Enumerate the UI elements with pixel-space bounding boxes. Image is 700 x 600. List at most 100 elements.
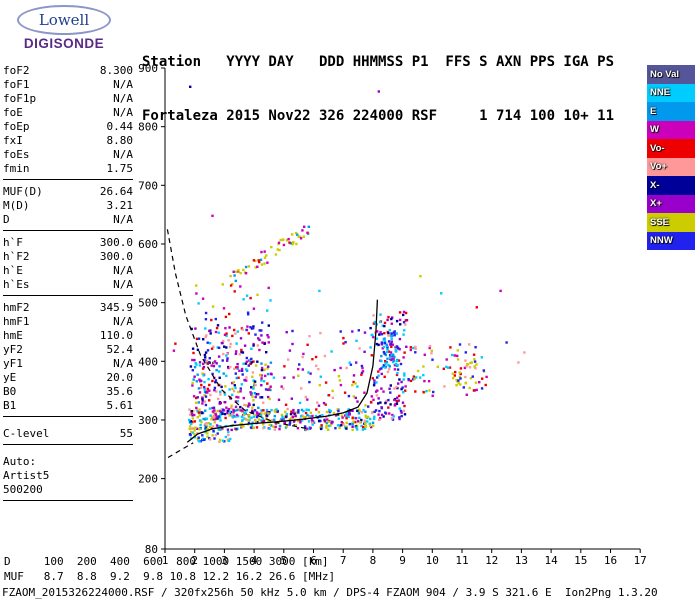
- param-label: foEp: [3, 120, 30, 133]
- param-label: fmin: [3, 162, 30, 175]
- param-label: B0: [3, 385, 17, 398]
- logo-brand-text: Lowell: [38, 11, 90, 29]
- param-row-mufd: MUF(D) 26.64: [3, 185, 133, 199]
- legend-item-label: NNW: [650, 235, 673, 247]
- param-value: 52.4: [106, 343, 134, 356]
- header-station-values: Fortaleza 2015 Nov22 326 224000 RSF 1 71…: [142, 108, 615, 124]
- echo-points: [172, 85, 526, 443]
- measurement-header: Station YYYY DAY DDD HHMMSS P1 FFS S AXN…: [142, 17, 614, 161]
- param-label: foF2: [3, 64, 30, 77]
- param-row-hf2: h`F2 300.0: [3, 250, 133, 264]
- x-tick-label: 14: [544, 554, 558, 567]
- param-label: hmF2: [3, 301, 30, 314]
- param-value: 8.300: [99, 64, 133, 77]
- y-tick-label: 600: [138, 238, 158, 251]
- param-row-fof1p: foF1p N/A: [3, 92, 133, 106]
- param-row-hf: h`F 300.0: [3, 236, 133, 250]
- ionogram-plot: 1 2 3 4 5 6 7 8 9 10 11 12 13 14 15 16 17900800700600500…: [138, 62, 647, 567]
- param-value: 1.75: [106, 162, 134, 175]
- param-value: N/A: [113, 106, 133, 119]
- x-tick-label: 5: [280, 554, 287, 567]
- param-label: h`F2: [3, 250, 30, 263]
- legend-item-label: No Val: [650, 68, 680, 80]
- param-value: 55: [119, 427, 133, 440]
- legend-item-label: SSE: [650, 216, 670, 228]
- param-label: MUF(D): [3, 185, 43, 198]
- y-tick-label: 400: [138, 355, 158, 368]
- y-tick-label: 300: [138, 414, 158, 427]
- param-row-hmf2: hmF2 345.9: [3, 301, 133, 315]
- y-tick-label: 500: [138, 297, 158, 310]
- param-label: yF1: [3, 357, 23, 370]
- x-tick-label: 3: [221, 554, 228, 567]
- param-label: hmF1: [3, 315, 30, 328]
- param-label: Artist5: [3, 469, 50, 482]
- param-value: N/A: [113, 213, 133, 226]
- param-row-ye: yE 20.0: [3, 371, 133, 385]
- param-group-4: C-level 55: [3, 427, 133, 445]
- legend-item-sse: SSE: [647, 213, 695, 232]
- x-tick-label: 1: [162, 554, 169, 567]
- param-row-yf1: yF1 N/A: [3, 357, 133, 371]
- legend-item-noval: No Val: [647, 65, 695, 84]
- param-row-b0: B0 35.6: [3, 385, 133, 399]
- param-row-foes: foEs N/A: [3, 148, 133, 162]
- param-label: h`F: [3, 236, 23, 249]
- param-value: 26.64: [99, 185, 133, 198]
- param-value: N/A: [113, 264, 133, 277]
- legend-item-w: W: [647, 120, 695, 139]
- param-value: 0.44: [106, 120, 134, 133]
- legend-item-label: Vo-: [650, 142, 665, 154]
- artist-fitted-trace: [186, 299, 379, 443]
- param-label: foF1: [3, 78, 30, 91]
- param-row-clevel: C-level 55: [3, 427, 133, 441]
- param-label: Auto:: [3, 455, 37, 468]
- param-row-fof2: foF2 8.300: [3, 64, 133, 78]
- param-value: 5.61: [106, 399, 134, 412]
- param-label: B1: [3, 399, 17, 412]
- param-row-foe: foE N/A: [3, 106, 133, 120]
- param-value: N/A: [113, 278, 133, 291]
- muf-row: MUF 8.7 8.8 9.2 9.8 10.8 12.2 16.2 26.6 …: [4, 570, 336, 583]
- param-row-500200: 500200: [3, 483, 133, 497]
- param-value: N/A: [113, 148, 133, 161]
- y-tick-label: 80: [145, 543, 158, 556]
- param-row-hmf1: hmF1 N/A: [3, 315, 133, 329]
- x-tick-label: 15: [574, 554, 587, 567]
- param-group-0: foF2 8.300 foF1 N/A foF1p N/A foE N/A foEp 0.44 fx…: [3, 64, 133, 180]
- param-label: 500200: [3, 483, 43, 496]
- legend-item-label: Vo+: [650, 161, 667, 173]
- legend-item-label: E: [650, 105, 657, 117]
- x-tick-label: 10: [426, 554, 439, 567]
- y-tick-label: 700: [138, 179, 158, 192]
- param-label: h`E: [3, 264, 23, 277]
- param-label: foE: [3, 106, 23, 119]
- param-value: 345.9: [99, 301, 133, 314]
- param-value: 8.80: [106, 134, 134, 147]
- x-tick-label: 13: [515, 554, 528, 567]
- param-value: N/A: [113, 357, 133, 370]
- param-row-fof1: foF1 N/A: [3, 78, 133, 92]
- x-tick-label: 8: [370, 554, 377, 567]
- param-value: 35.6: [106, 385, 134, 398]
- legend-item-x+: X+: [647, 194, 695, 213]
- param-label: yE: [3, 371, 17, 384]
- param-label: hmE: [3, 329, 23, 342]
- x-tick-label: 16: [604, 554, 617, 567]
- param-row-he: h`E N/A: [3, 264, 133, 278]
- x-tick-label: 7: [340, 554, 347, 567]
- x-tick-label: 4: [251, 554, 258, 567]
- param-row-d: D N/A: [3, 213, 133, 227]
- scaled-parameters-panel: foF2 8.300 foF1 N/A foF1p N/A foE N/A foEp 0.44 fx…: [3, 64, 133, 506]
- param-label: C-level: [3, 427, 50, 440]
- x-tick-label: 17: [634, 554, 647, 567]
- param-value: 3.21: [106, 199, 134, 212]
- lowell-logo: Lowell DIGISONDE: [8, 5, 120, 51]
- legend-item-label: X-: [650, 179, 660, 191]
- param-row-artist5: Artist5: [3, 469, 133, 483]
- direction-color-legend: No Val NNE E W Vo- Vo+ X- X+ SSE NNW: [647, 65, 695, 250]
- param-group-5: Auto: Artist5 500200: [3, 455, 133, 501]
- legend-item-vo-: Vo-: [647, 139, 695, 158]
- legend-item-nnw: NNW: [647, 231, 695, 250]
